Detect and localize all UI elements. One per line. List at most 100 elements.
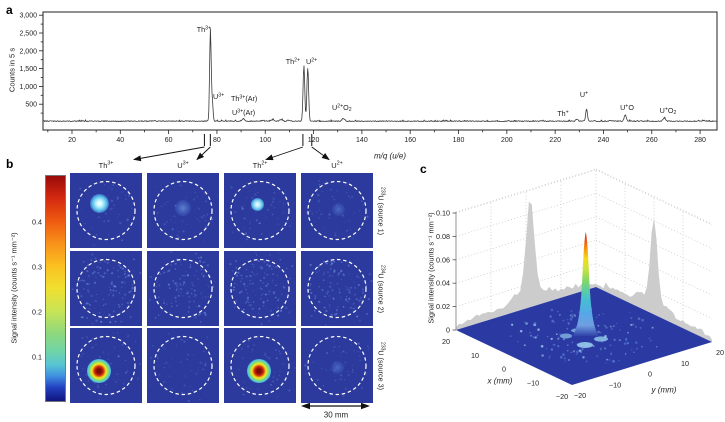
svg-text:Th3+: Th3+ [197,25,211,34]
signal-spot-bright-small [251,198,265,211]
signal-spot-bright [90,193,110,213]
svg-text:Th+: Th+ [557,109,568,118]
ion-image-tile [224,251,296,326]
surface-y-axis-label: y (mm) [651,385,677,395]
surface-peak [572,232,599,336]
svg-text:0.1: 0.1 [32,352,42,361]
surface-z-axis-label: Signal intensity (counts s⁻¹ mm⁻²) [426,212,436,324]
svg-text:120: 120 [308,137,320,144]
svg-text:0.4: 0.4 [32,217,42,226]
sample-outline-circle [230,258,290,319]
ion-image-tile [147,173,219,248]
mass-spectrum-chart: 20 40 60 80 100 120 140 160 180 200 220 240 260 280 50… [19,11,718,162]
signal-spot-hot [246,358,271,383]
counts-axis-label: Counts in 5 s [7,47,17,93]
svg-text:160: 160 [404,137,416,144]
signal-spot-faint2 [331,202,345,216]
column-header: Th3+ [98,160,114,170]
sample-outline-circle [76,180,136,241]
sample-outline-circle [76,335,136,396]
svg-text:20: 20 [68,137,76,144]
signal-spot-faint [175,199,191,216]
svg-text:280: 280 [694,137,706,144]
panel-a-letter: a [6,3,13,17]
surface-x-axis-label: x (mm) [487,376,513,386]
projection-silhouette [456,201,596,330]
peak-annotations: Th3+ U3+ Th3+(Ar) U3+(Ar) Th2+ U2+ U2+O2 Th+ U+ U… [197,25,677,118]
svg-text:−20: −20 [556,392,568,401]
scale-bar-label: 30 mm [323,410,349,420]
svg-text:1,000: 1,000 [19,84,37,91]
svg-text:0: 0 [446,326,450,335]
sample-outline-circle [230,180,290,241]
svg-text:U+O2: U+O2 [660,106,677,116]
ion-image-tile [301,328,373,403]
svg-text:U3+(Ar): U3+(Ar) [232,108,255,117]
column-header: Th2+ [252,160,268,170]
svg-text:60: 60 [165,137,173,144]
svg-text:260: 260 [646,137,658,144]
svg-text:20: 20 [442,337,450,346]
svg-text:3,000: 3,000 [19,13,37,20]
svg-text:0: 0 [502,365,506,374]
svg-text:2,000: 2,000 [19,48,37,55]
svg-text:1,500: 1,500 [19,66,37,73]
sample-outline-circle [153,258,213,319]
svg-text:10: 10 [471,351,479,360]
svg-text:20: 20 [716,348,724,357]
svg-text:40: 40 [116,137,124,144]
svg-text:−20: −20 [574,391,586,400]
signal-spot-faint2 [330,360,344,374]
projection-silhouette [596,218,712,342]
row-label: 234U (source 2) [376,264,386,313]
column-header: U2+ [331,160,343,170]
svg-text:0.2: 0.2 [32,307,42,316]
svg-text:−10: −10 [609,380,621,389]
svg-text:0.08: 0.08 [436,232,450,241]
sample-outline-circle [307,180,367,241]
svg-text:180: 180 [453,137,465,144]
svg-text:500: 500 [25,102,37,109]
ion-image-tile [70,328,142,403]
svg-text:220: 220 [549,137,561,144]
row-label: 233U (source 1) [376,186,386,235]
svg-text:0.02: 0.02 [436,302,450,311]
svg-text:100: 100 [259,137,271,144]
ion-image-tile [224,173,296,248]
svg-text:−10: −10 [527,378,539,387]
svg-text:200: 200 [501,137,513,144]
panel-b-letter: b [6,157,14,171]
ion-image-tile [301,251,373,326]
mq-axis-label: m/q (u/e) [373,151,407,161]
colorbar-label: Signal intensity (counts s⁻¹ mm⁻²) [9,232,19,344]
svg-text:240: 240 [598,137,610,144]
colorbar [45,175,66,402]
sample-outline-circle [307,335,367,396]
callout-arrow [265,146,304,161]
svg-text:0.10: 0.10 [436,209,450,218]
ion-image-tile [301,173,373,248]
ion-image-tile [70,173,142,248]
svg-text:0: 0 [648,370,652,379]
signal-spot-hot [86,358,111,383]
column-header: U3+ [177,160,189,170]
ion-image-tile [224,328,296,403]
svg-text:U2+O2: U2+O2 [332,103,352,113]
svg-text:U+: U+ [580,90,588,99]
callout-arrow [196,146,211,161]
svg-text:0.06: 0.06 [436,255,450,264]
callout-arrow [133,146,205,162]
svg-text:80: 80 [213,137,221,144]
ion-image-tile [70,251,142,326]
surface-plot-chart: 0 0.02 0.04 0.06 0.08 0.10 20 10 0 −10 −20 −20 −10 0 1… [436,168,724,401]
sample-outline-circle [153,180,213,241]
ion-image-tile [147,328,219,403]
row-label: 233U (source 3) [376,341,386,390]
svg-text:0.04: 0.04 [436,279,450,288]
sample-outline-circle [76,258,136,319]
svg-text:Th2+: Th2+ [286,57,300,66]
svg-text:0.3: 0.3 [32,262,42,271]
callout-arrow [311,146,330,161]
ion-image-tile [147,251,219,326]
